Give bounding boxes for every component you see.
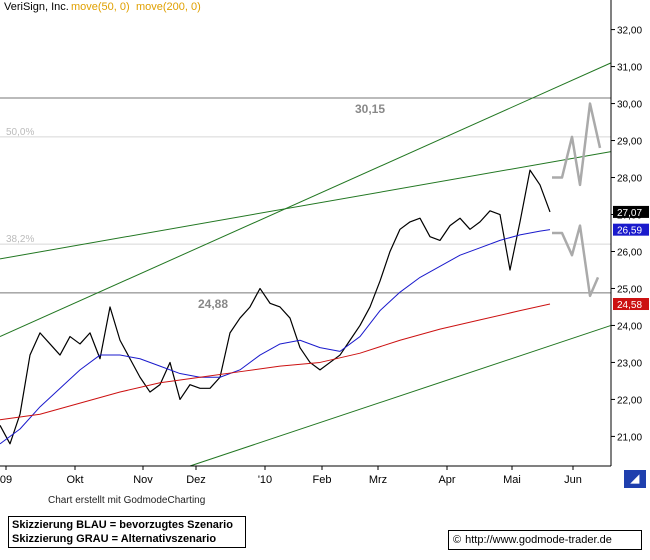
- plot-area: [0, 0, 611, 466]
- copyright-icon: ©: [453, 534, 462, 546]
- fib-label: 38,2%: [6, 234, 34, 245]
- x-tick-label: Okt: [66, 474, 83, 486]
- last-value-badge: [613, 298, 649, 311]
- y-tick-label: 21,00: [617, 432, 642, 443]
- legend-line-blue: Skizzierung BLAU = bevorzugtes Szenario: [12, 519, 233, 531]
- website-link[interactable]: © http://www.godmode-trader.de: [448, 530, 642, 550]
- x-axis: 09 Okt Nov Dez '10 Feb Mrz Apr Mai Jun: [0, 465, 611, 486]
- y-tick-label: 32,00: [617, 26, 642, 37]
- last-value-text: 27,07: [617, 208, 642, 219]
- series-line: [552, 102, 602, 187]
- x-tick-label: Apr: [438, 474, 455, 486]
- y-tick-label: 26,00: [617, 247, 642, 258]
- indicator-label: move(200, 0): [136, 1, 201, 13]
- indicator-label: move(50, 0): [71, 1, 130, 13]
- y-tick-label: 31,00: [617, 63, 642, 74]
- chart-title-text: VeriSign, Inc.: [4, 1, 69, 13]
- fib-grid: 61,8%50,0%38,2%: [0, 127, 611, 245]
- last-value-badge: [613, 205, 649, 218]
- godmode-logo-icon: ◢: [624, 470, 646, 488]
- x-tick-label: Dez: [186, 474, 206, 486]
- scenario-legend: Skizzierung BLAU = bevorzugtes Szenario …: [8, 516, 246, 548]
- y-tick-label: 24,00: [617, 321, 642, 332]
- y-tick-label: 30,00: [617, 100, 642, 111]
- x-tick-label: Jun: [564, 474, 582, 486]
- trendline: [189, 324, 612, 467]
- y-tick-label: 22,00: [617, 395, 642, 406]
- y-tick-label: 29,00: [617, 137, 642, 148]
- level-label: 24,88: [198, 297, 228, 311]
- legend-line-grey: Skizzierung GRAU = Alternativszenario: [12, 533, 217, 545]
- x-tick-label: Nov: [133, 474, 153, 486]
- x-tick-label: Mai: [503, 474, 521, 486]
- trendline: [0, 151, 612, 260]
- trendlines: [0, 62, 612, 467]
- series-line: [552, 224, 600, 298]
- chart-title: VeriSign, Inc. move(50, 0) move(200, 0): [4, 1, 201, 13]
- trendline: [0, 62, 612, 338]
- last-value-badge: [613, 223, 649, 236]
- x-tick-label: '10: [258, 474, 272, 486]
- x-tick-label: Mrz: [369, 474, 387, 486]
- horizontal-levels: 30,15 24,88: [0, 97, 611, 311]
- last-value-text: 24,58: [617, 300, 642, 311]
- series-line: [0, 169, 551, 445]
- last-value-text: 26,59: [617, 226, 642, 237]
- series-line: [0, 303, 551, 421]
- x-tick-label: Feb: [313, 474, 332, 486]
- fib-label: 50,0%: [6, 127, 34, 138]
- y-tick-label: 28,00: [617, 174, 642, 185]
- y-tick-label: 23,00: [617, 358, 642, 369]
- price-series: [0, 102, 602, 445]
- last-value-badges: 27,07 26,59 24,58: [613, 205, 649, 311]
- level-label: 30,15: [355, 102, 385, 116]
- website-url[interactable]: http://www.godmode-trader.de: [465, 534, 612, 546]
- y-tick-label: 25,00: [617, 284, 642, 295]
- chart-credit: Chart erstellt mit GodmodeCharting: [48, 495, 206, 506]
- x-tick-label: 09: [0, 474, 12, 486]
- series-line: [0, 229, 551, 445]
